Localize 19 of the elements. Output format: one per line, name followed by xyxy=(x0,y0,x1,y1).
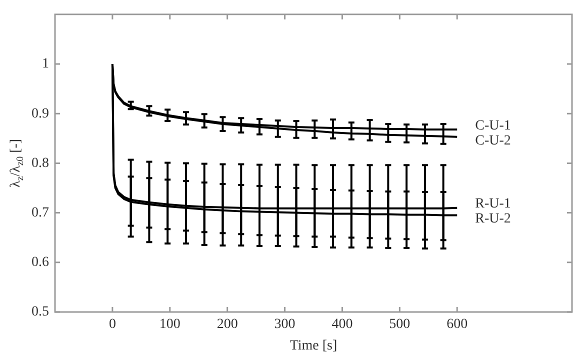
x-tick-label: 600 xyxy=(446,317,468,332)
x-axis-title: Time [s] xyxy=(290,338,338,354)
x-tick-label: 0 xyxy=(108,317,116,332)
y-tick-label: 0.7 xyxy=(32,205,49,220)
y-tick-label: 0.5 xyxy=(32,304,49,320)
y-tick-label: 1 xyxy=(42,56,49,72)
series-label: C-U-1 xyxy=(475,118,511,134)
y-tick-label: 0.9 xyxy=(32,106,49,122)
x-tick-label: 500 xyxy=(389,317,410,332)
x-tick-label: 100 xyxy=(159,317,180,332)
series-label: C-U-2 xyxy=(475,133,511,148)
y-tick-label: 0.8 xyxy=(32,156,49,171)
y-tick-label: 0.6 xyxy=(32,255,49,270)
series-label: R-U-2 xyxy=(475,212,511,227)
series-label: R-U-1 xyxy=(475,196,511,212)
y-axis-title: λz/λz0 [-] xyxy=(8,138,26,188)
x-tick-label: 200 xyxy=(216,317,238,332)
x-tick-label: 300 xyxy=(274,317,296,332)
x-tick-label: 400 xyxy=(332,317,353,332)
